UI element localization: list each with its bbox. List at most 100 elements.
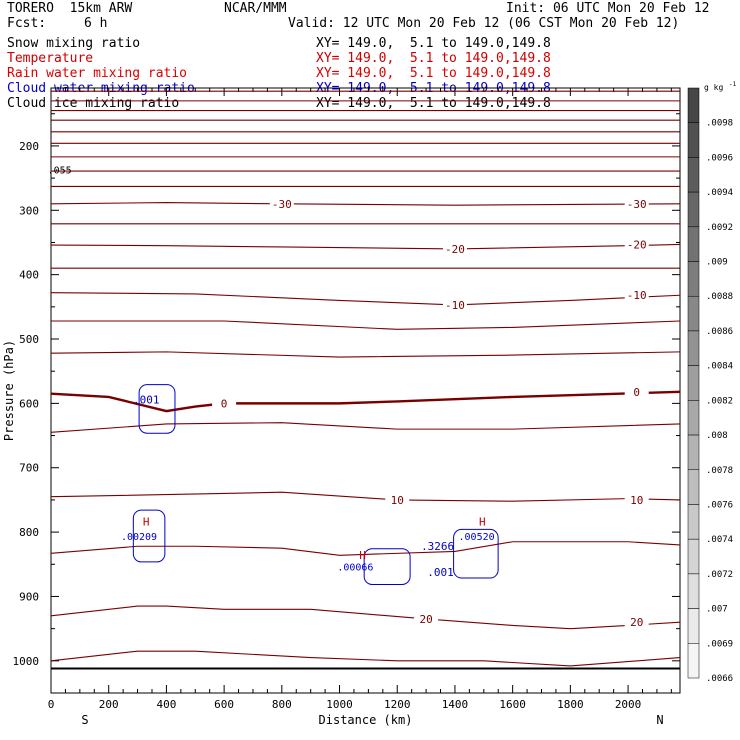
colorbar-swatch bbox=[687, 643, 700, 679]
colorbar-swatch bbox=[687, 400, 700, 436]
field-xy-cloud-ice: XY= 149.0, 5.1 to 149.0,149.8 bbox=[316, 96, 551, 111]
colorbar-unit-exponent: -1 bbox=[729, 81, 737, 88]
isotherm-label: -30 bbox=[627, 198, 647, 211]
x-tick-label: 0 bbox=[48, 698, 55, 711]
colorbar-swatch bbox=[687, 608, 700, 644]
isotherm-label: 20 bbox=[419, 613, 432, 626]
colorbar-swatch bbox=[687, 538, 700, 575]
isotherm-label-bg bbox=[269, 196, 294, 209]
cloud-water-label: .001 bbox=[133, 393, 160, 406]
isotherm-label-bg bbox=[624, 615, 649, 628]
rain-max-label: H bbox=[359, 549, 366, 562]
colorbar-swatch bbox=[687, 261, 700, 297]
isotherm-label: -10 bbox=[627, 289, 647, 302]
colorbar-swatch bbox=[687, 504, 700, 540]
cloud-water-contour bbox=[453, 528, 499, 579]
y-tick-label: 400 bbox=[19, 269, 39, 282]
x-tick-label: 1000 bbox=[326, 698, 353, 711]
colorbar-tick-label: .0088 bbox=[706, 292, 733, 302]
x-tick-label: 1600 bbox=[499, 698, 526, 711]
plot-frame bbox=[50, 87, 681, 694]
x-axis-title: Distance (km) bbox=[319, 713, 413, 727]
field-xy-snow: XY= 149.0, 5.1 to 149.0,149.8 bbox=[316, 36, 551, 51]
isotherm-line bbox=[51, 351, 680, 358]
colorbar-tick-label: .0082 bbox=[706, 396, 733, 406]
model-title: TORERO 15km ARW bbox=[7, 1, 133, 16]
isotherm-label-bg bbox=[212, 396, 237, 409]
forecast-value: 6 h bbox=[84, 16, 108, 31]
colorbar-tick-label: .0084 bbox=[706, 362, 733, 372]
isotherm-label-bg bbox=[624, 384, 649, 397]
y-tick-label: 900 bbox=[19, 590, 39, 603]
colorbar-tick-label: .0074 bbox=[706, 535, 733, 545]
cloud-water-contour bbox=[138, 384, 176, 434]
forecast-label: Fcst: bbox=[7, 16, 47, 31]
isotherm-label-bg bbox=[442, 241, 467, 254]
x-tick-label: 800 bbox=[272, 698, 292, 711]
colorbar-tick-label: .0098 bbox=[706, 119, 733, 129]
x-tick-label: 400 bbox=[156, 698, 176, 711]
y-axis-title: Pressure (hPa) bbox=[2, 340, 16, 441]
init-time: Init: 06 UTC Mon 20 Feb 12 bbox=[506, 1, 710, 16]
colorbar-swatch bbox=[687, 573, 700, 609]
x-tick-label: 1200 bbox=[384, 698, 411, 711]
cloud-water-contour bbox=[132, 509, 166, 563]
colorbar-tick-label: .0072 bbox=[706, 570, 733, 580]
colorbar-swatch bbox=[687, 365, 700, 401]
rain-max-label: H bbox=[143, 516, 150, 529]
x-tick-label: 600 bbox=[214, 698, 234, 711]
x-tick-label: 200 bbox=[99, 698, 119, 711]
colorbar-tick-label: .0066 bbox=[706, 674, 733, 684]
isotherm-label: 10 bbox=[391, 494, 404, 507]
isotherm-label-bg bbox=[624, 196, 649, 209]
colorbar-tick-label: .0078 bbox=[706, 466, 733, 476]
x-tick-label: 2000 bbox=[615, 698, 642, 711]
colorbar-tick-label: .0092 bbox=[706, 223, 733, 233]
rain-max-label: H bbox=[479, 516, 486, 529]
isotherm-line bbox=[51, 541, 680, 556]
y-tick-label: 700 bbox=[19, 462, 39, 475]
isotherm-line bbox=[51, 491, 680, 502]
isotherm-label-bg bbox=[624, 288, 649, 301]
isotherm-label: -20 bbox=[445, 243, 465, 256]
isotherm-label: 0 bbox=[633, 386, 640, 399]
y-tick-label: 300 bbox=[19, 204, 39, 217]
cloud-ice-label: .055 bbox=[48, 166, 72, 177]
maximum-value-label: .00066 bbox=[337, 563, 373, 574]
colorbar-swatch bbox=[687, 295, 700, 332]
colorbar-tick-label: .0076 bbox=[706, 500, 733, 510]
colorbar-tick-label: .0069 bbox=[706, 639, 733, 649]
field-name-cloud-ice: Cloud ice mixing ratio bbox=[7, 96, 180, 111]
isotherm-label: -30 bbox=[272, 198, 292, 211]
isotherm-line bbox=[51, 605, 680, 630]
x-tick-label: 1800 bbox=[557, 698, 584, 711]
endpoint-label-left: S bbox=[81, 713, 88, 727]
x-tick-label: 1400 bbox=[442, 698, 469, 711]
isotherm-label: 10 bbox=[630, 494, 643, 507]
colorbar-tick-label: .007 bbox=[706, 605, 728, 615]
colorbar-tick-label: .008 bbox=[706, 431, 728, 441]
isotherm-label: 0 bbox=[221, 397, 228, 410]
valid-time: Valid: 12 UTC Mon 20 Feb 12 (06 CST Mon … bbox=[288, 16, 680, 31]
colorbar-swatch bbox=[687, 330, 700, 366]
isotherm-label-bg bbox=[442, 297, 467, 310]
colorbar-swatch bbox=[687, 157, 700, 193]
field-name-rain: Rain water mixing ratio bbox=[7, 66, 188, 81]
maximum-value-label: .00520 bbox=[459, 532, 495, 543]
isotherm-line bbox=[51, 202, 680, 206]
isotherm-line bbox=[51, 243, 680, 250]
isotherm-label-bg bbox=[624, 492, 649, 505]
endpoint-label-right: N bbox=[656, 713, 663, 727]
maximum-value-label: .00209 bbox=[121, 532, 157, 543]
y-tick-label: 600 bbox=[19, 397, 39, 410]
field-xy-rain: XY= 149.0, 5.1 to 149.0,149.8 bbox=[316, 66, 551, 81]
y-tick-label: 500 bbox=[19, 333, 39, 346]
field-name-snow: Snow mixing ratio bbox=[7, 36, 141, 51]
colorbar-swatch bbox=[687, 469, 700, 505]
isotherm-label: -10 bbox=[445, 299, 465, 312]
colorbar-tick-label: .0086 bbox=[706, 327, 733, 337]
field-xy-temperature: XY= 149.0, 5.1 to 149.0,149.8 bbox=[316, 51, 551, 66]
colorbar-unit: g kg bbox=[704, 83, 723, 92]
